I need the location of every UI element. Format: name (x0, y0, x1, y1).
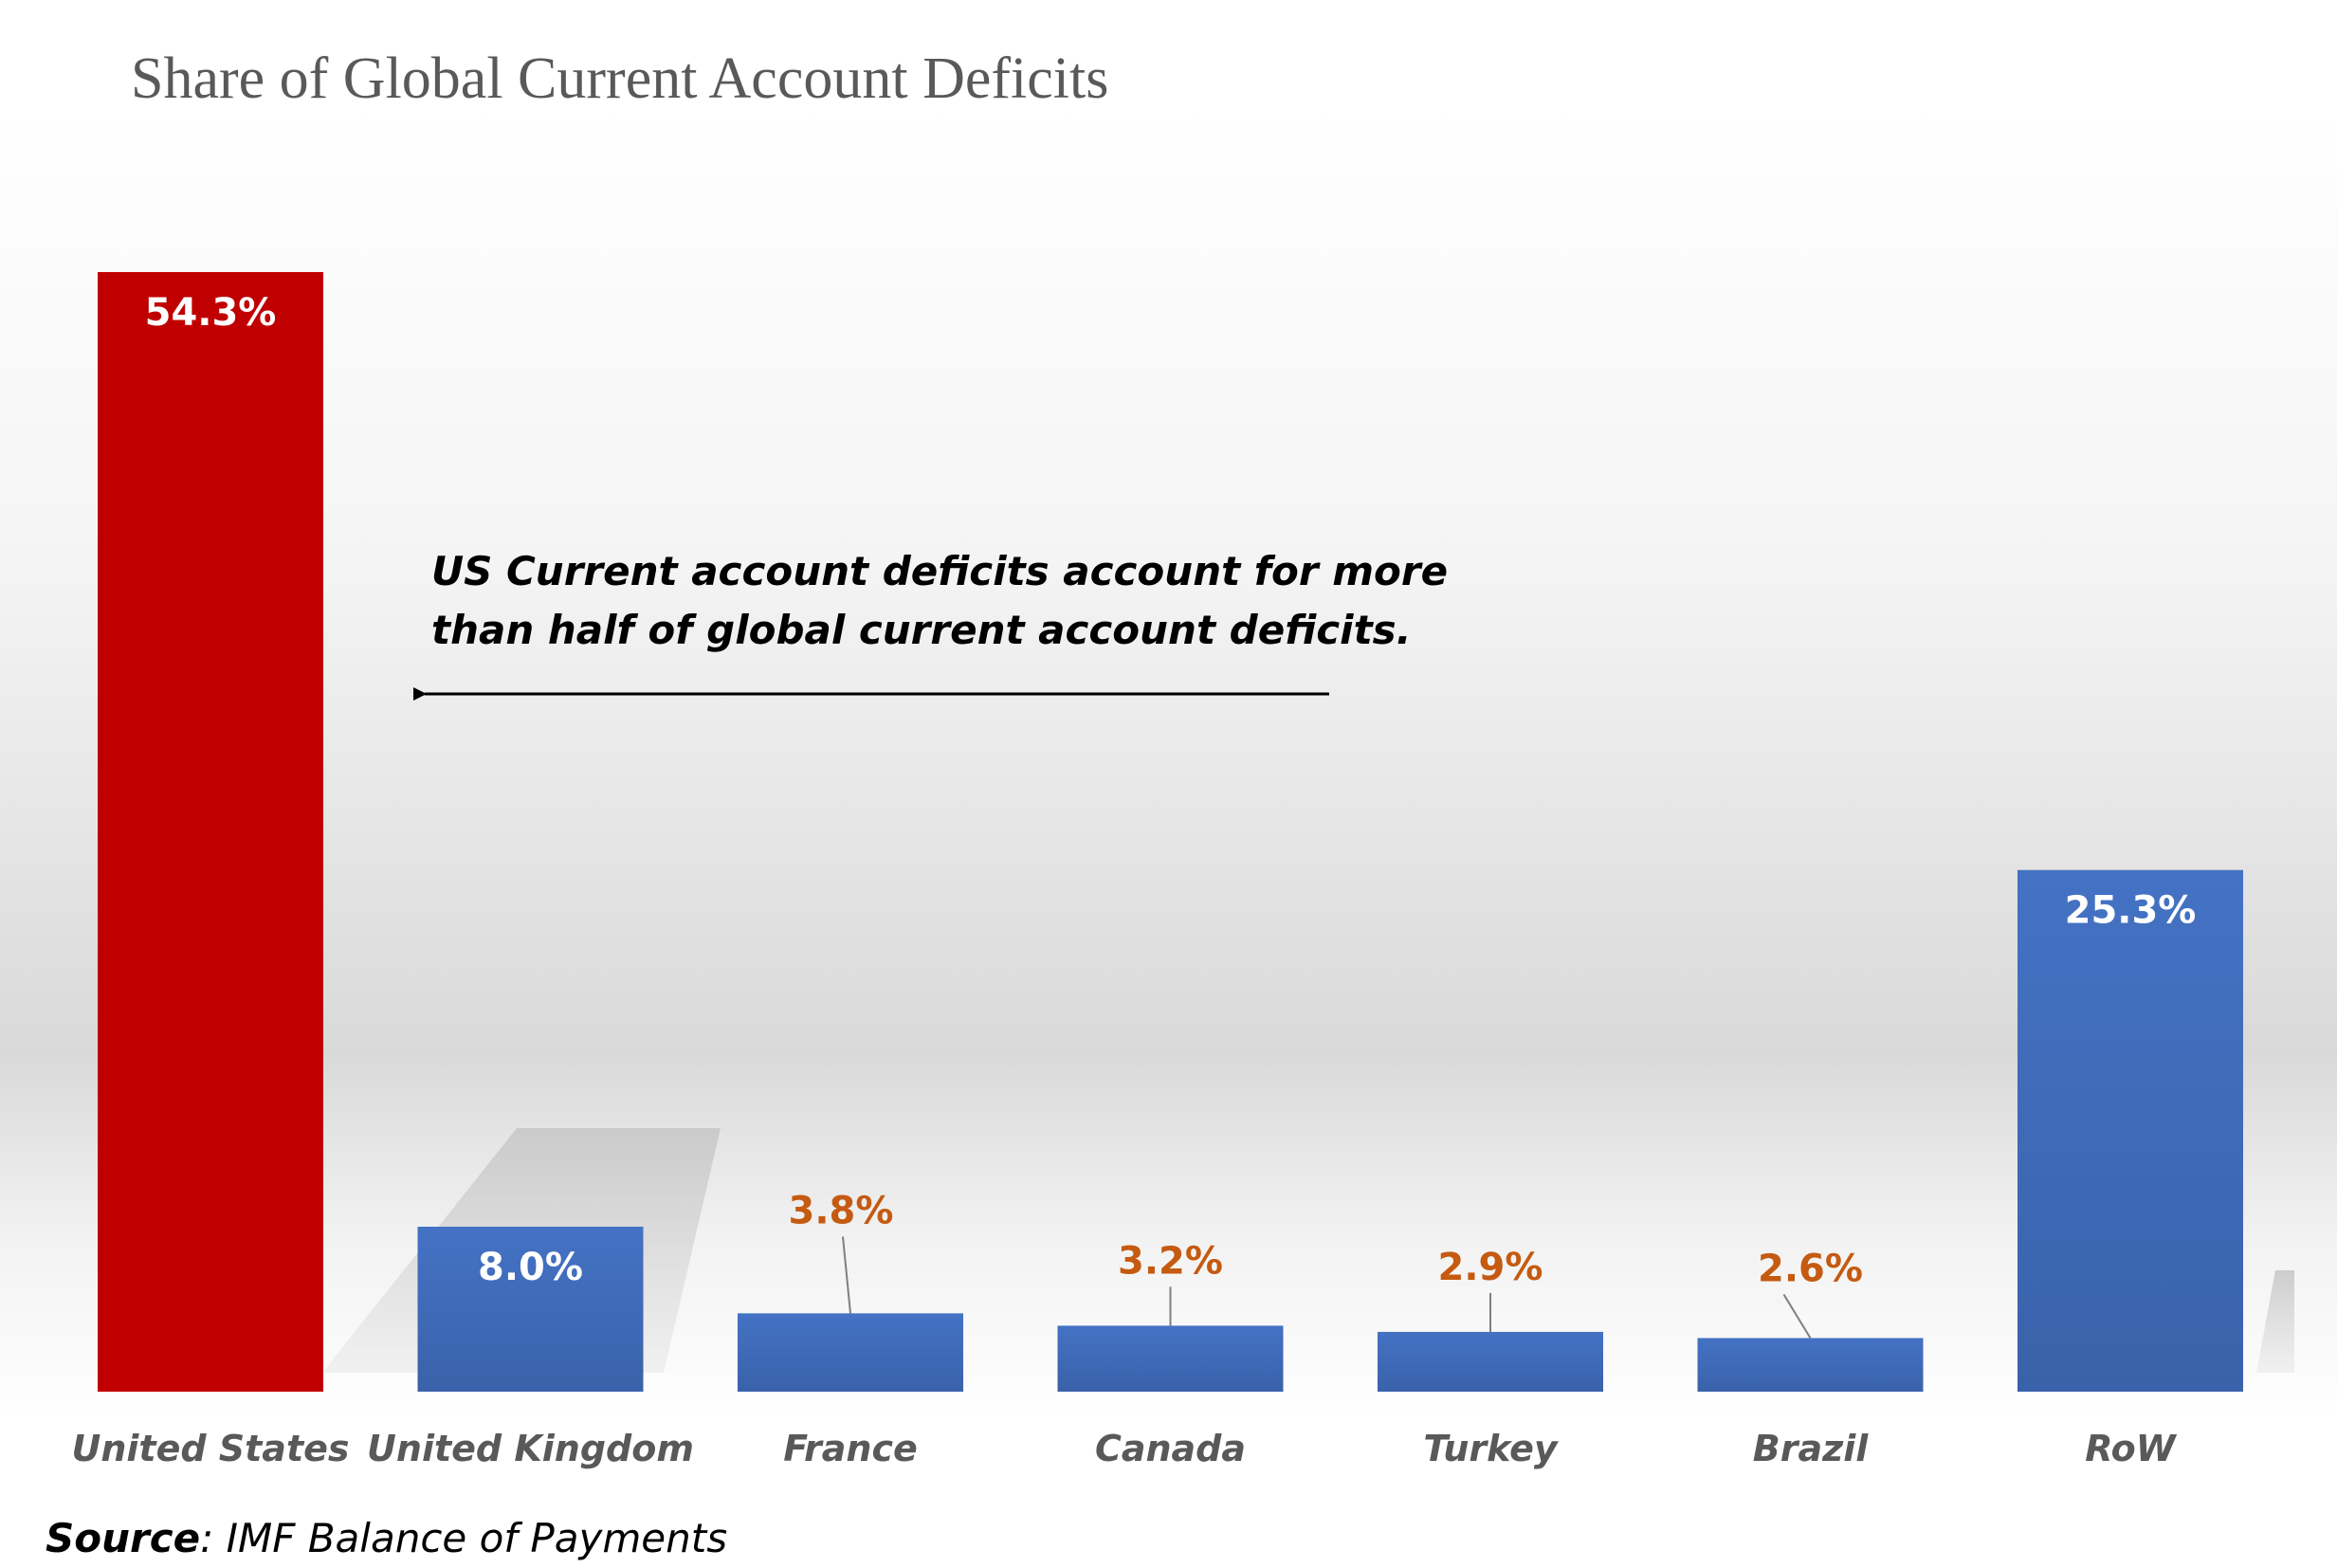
data-labels: 54.3% 8.0% 3.8% 3.2% 2.9% 2.6% 25.3% (145, 291, 2197, 1290)
category-label: Brazil (1753, 1428, 1869, 1469)
data-label: 3.8% (789, 1189, 894, 1232)
bar-shadow (2256, 1270, 2294, 1373)
annotation-text: US Current account deficits account for … (431, 548, 1449, 653)
source-label: Source (46, 1515, 201, 1561)
source-text: : IMF Balance of Payments (200, 1515, 728, 1561)
bar-united-states (98, 272, 323, 1392)
category-label: United States (71, 1428, 349, 1469)
bar-canada (1057, 1325, 1284, 1392)
leader-lines (842, 1236, 1812, 1339)
data-label: 8.0% (478, 1246, 583, 1289)
category-label: RoW (2085, 1428, 2177, 1469)
category-label: France (783, 1428, 918, 1469)
category-label: Turkey (1423, 1428, 1560, 1469)
bar-row (2017, 869, 2243, 1392)
data-label: 2.6% (1758, 1247, 1863, 1290)
source-note: Source: IMF Balance of Payments (46, 1515, 727, 1561)
leader-line (842, 1236, 851, 1314)
bar-brazil (1697, 1338, 1924, 1392)
data-label: 54.3% (145, 291, 277, 335)
data-label: 3.2% (1118, 1239, 1223, 1283)
category-labels: United States United Kingdom France Canada T… (71, 1428, 2177, 1469)
bar-turkey (1378, 1331, 1603, 1392)
leader-line (1782, 1293, 1812, 1339)
data-label: 25.3% (2065, 889, 2197, 933)
plot-background (0, 104, 2337, 1422)
bar-united-kingdom (417, 1227, 644, 1392)
category-label: United Kingdom (367, 1428, 694, 1469)
bars (98, 272, 2243, 1392)
chart-title: Share of Global Current Account Deficits (131, 46, 1109, 111)
bar-france (738, 1313, 963, 1392)
data-label: 2.9% (1438, 1246, 1543, 1289)
category-label: Canada (1095, 1428, 1246, 1469)
